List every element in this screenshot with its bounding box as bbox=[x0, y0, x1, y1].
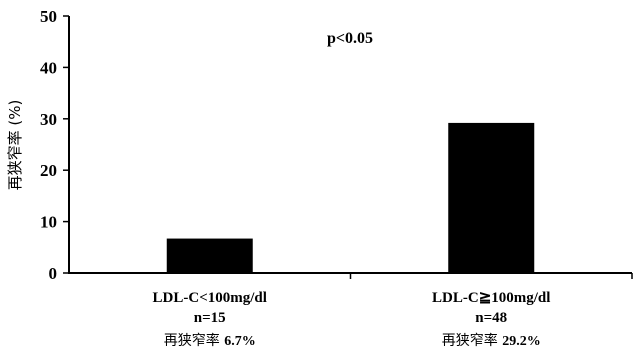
y-tick-label: 0 bbox=[49, 264, 58, 283]
rate-label: 再狭窄率 6.7% bbox=[164, 332, 256, 349]
y-tick-label: 40 bbox=[40, 58, 57, 77]
rate-label-value: 29.2% bbox=[502, 334, 541, 349]
category-label: LDL-C<100mg/dl bbox=[153, 290, 267, 306]
y-tick-labels: 0 10 20 30 40 50 bbox=[40, 7, 57, 283]
y-tick-label: 10 bbox=[40, 213, 57, 232]
rate-label-prefix: 再狭窄率 bbox=[164, 332, 224, 349]
y-tick-label: 30 bbox=[40, 110, 57, 129]
axes bbox=[63, 15, 633, 279]
y-axis-label: 再狭窄率 (%) bbox=[6, 100, 24, 191]
bar-1 bbox=[166, 238, 253, 273]
bar-2 bbox=[448, 122, 535, 273]
rate-label-prefix: 再狭窄率 bbox=[442, 332, 502, 349]
category-labels: LDL-C<100mg/dl n=15 再狭窄率 6.7% LDL-C≧100mg/d… bbox=[153, 290, 551, 349]
n-label: n=15 bbox=[194, 310, 226, 326]
rate-label-value: 6.7% bbox=[224, 334, 256, 349]
y-tick-label: 20 bbox=[40, 161, 57, 180]
p-value-annotation: p<0.05 bbox=[327, 30, 373, 47]
y-tick-label: 50 bbox=[40, 7, 57, 26]
bars bbox=[166, 122, 535, 273]
n-label: n=48 bbox=[475, 310, 507, 326]
category-label: LDL-C≧100mg/dl bbox=[432, 290, 550, 306]
rate-label: 再狭窄率 29.2% bbox=[442, 332, 541, 349]
